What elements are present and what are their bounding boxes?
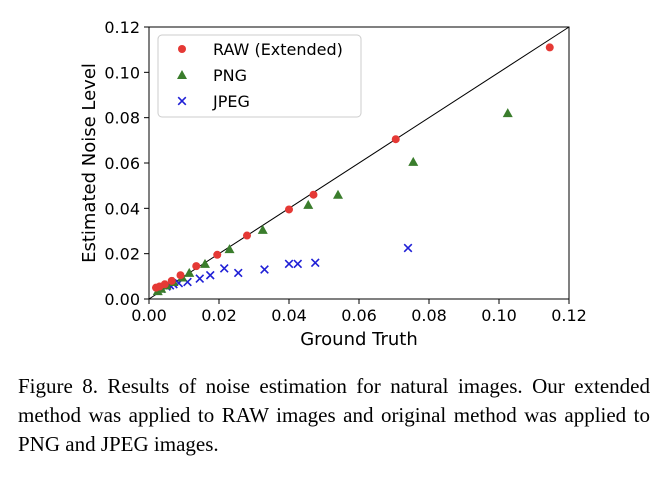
point-png-10	[333, 189, 343, 199]
point-png-8	[257, 224, 268, 234]
point-png-9	[303, 199, 314, 209]
point-raw-extended-4	[176, 271, 185, 280]
y-tick-label-1: 0.02	[104, 245, 140, 264]
point-jpeg-12	[284, 259, 294, 269]
point-png-11	[408, 156, 419, 166]
legend-label-jpeg: JPEG	[212, 92, 250, 111]
point-jpeg-7	[195, 274, 205, 283]
point-jpeg-10	[233, 268, 243, 278]
point-raw-extended-6	[213, 250, 222, 259]
point-png-6	[200, 258, 210, 268]
point-jpeg-9	[219, 264, 229, 273]
x-tick-label-2: 0.04	[271, 306, 307, 325]
y-tick-label-4: 0.08	[104, 109, 140, 128]
x-tick-label-6: 0.12	[551, 306, 587, 325]
legend-marker-png	[177, 70, 187, 79]
point-png-5	[184, 267, 195, 277]
legend-label-raw-extended: RAW (Extended)	[213, 40, 343, 59]
legend-marker-jpeg	[177, 96, 187, 106]
point-jpeg-13	[293, 259, 303, 269]
point-raw-extended-7	[243, 231, 251, 240]
legend-box	[157, 34, 362, 118]
point-jpeg-11	[260, 265, 269, 274]
legend-label-png: PNG	[213, 66, 247, 85]
figure-caption: Figure 8. Results of noise estimation fo…	[18, 374, 650, 456]
y-tick-label-2: 0.04	[104, 199, 140, 218]
plot-area: 0.00 0.02 0.04 0.06 0.08 0.10 0.12 0.00 0.02 0.04…	[104, 18, 586, 325]
y-tick-label-0: 0.00	[104, 290, 140, 309]
point-raw-extended-8	[285, 205, 293, 214]
x-tick-label-5: 0.10	[481, 306, 517, 325]
x-tick-label-0: 0.00	[131, 306, 167, 325]
x-tick-label-1: 0.02	[201, 306, 237, 325]
noise-estimation-chart: 0.00 0.02 0.04 0.06 0.08 0.10 0.12 0.00 0.02 0.04…	[79, 18, 587, 350]
point-raw-extended-9	[309, 190, 318, 199]
y-tick-label-3: 0.06	[104, 154, 140, 173]
point-raw-extended-10	[391, 135, 400, 144]
x-axis-label: Ground Truth	[300, 329, 418, 350]
point-raw-extended-5	[192, 262, 201, 271]
x-tick-label-3: 0.06	[341, 306, 377, 325]
point-raw-extended-2	[160, 280, 169, 289]
point-png-7	[224, 244, 235, 254]
point-jpeg-8	[205, 270, 215, 280]
axes-frame	[148, 26, 570, 300]
y-tick-label-5: 0.10	[104, 63, 140, 82]
point-jpeg-14	[310, 258, 320, 268]
y-tick-label-6: 0.12	[104, 18, 140, 37]
point-raw-extended-3	[167, 276, 176, 285]
legend-marker-raw-extended	[178, 45, 186, 53]
y-axis-label: Estimated Noise Level	[79, 63, 100, 263]
point-raw-extended-11	[545, 43, 554, 52]
x-tick-label-4: 0.08	[411, 306, 447, 325]
point-png-12	[502, 108, 513, 118]
point-jpeg-15	[403, 243, 413, 253]
